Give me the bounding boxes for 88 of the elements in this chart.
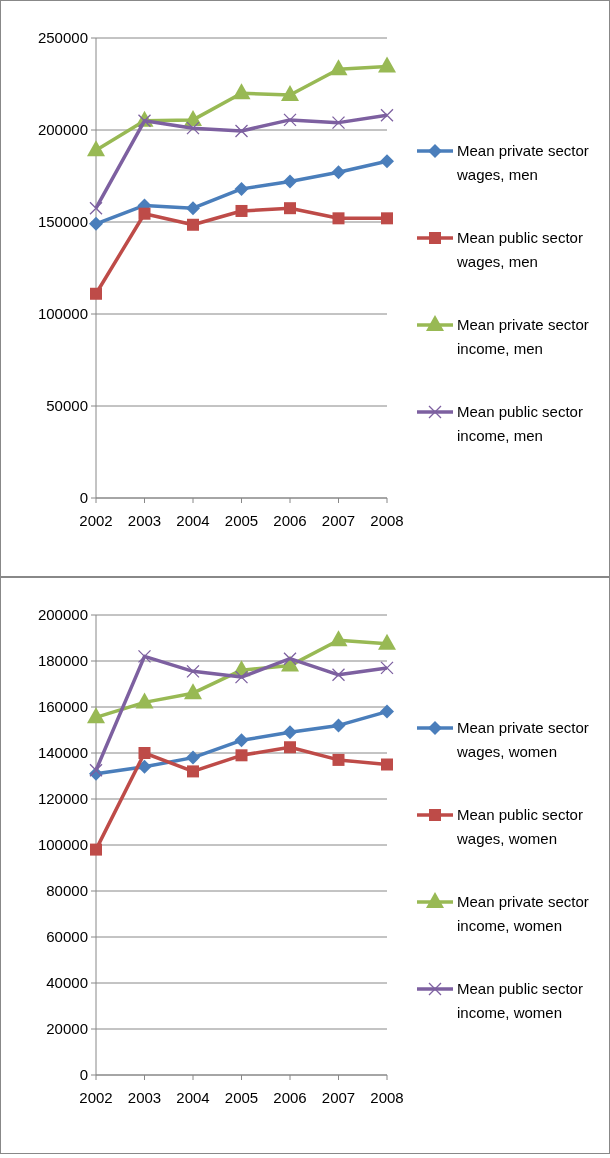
x-tick-label: 2005 — [224, 512, 259, 529]
x-tick-label: 2004 — [176, 512, 210, 529]
point — [284, 741, 296, 754]
y-tick-label: 50000 — [46, 397, 88, 415]
point — [186, 121, 200, 135]
point — [232, 83, 251, 100]
point — [380, 108, 394, 122]
point — [137, 649, 152, 664]
point — [235, 749, 248, 762]
point — [89, 763, 103, 777]
x-tick-label: 2003 — [127, 1089, 162, 1106]
point — [135, 692, 154, 709]
point — [187, 218, 199, 231]
point — [87, 140, 105, 157]
y-tick-label: 180000 — [37, 652, 88, 670]
y-tick-label: 20000 — [46, 1020, 88, 1038]
y-tick-label: 100000 — [37, 305, 88, 323]
point — [331, 165, 346, 180]
y-tick-label: 200000 — [37, 606, 88, 624]
point — [332, 212, 345, 225]
x-tick-label: 2005 — [224, 1089, 259, 1106]
point — [234, 181, 249, 196]
point — [283, 174, 297, 189]
point — [381, 212, 393, 225]
x-tick-label: 2003 — [127, 512, 162, 529]
point — [87, 707, 105, 724]
point — [329, 630, 348, 647]
y-tick-label: 40000 — [46, 974, 88, 992]
x-tick-label: 2008 — [370, 512, 404, 529]
point — [283, 652, 297, 666]
point — [381, 758, 393, 771]
point — [380, 661, 394, 675]
point — [284, 202, 296, 215]
point — [380, 704, 394, 719]
x-tick-label: 2006 — [273, 512, 307, 529]
legend-label: Mean private sector income, women — [457, 893, 589, 935]
legend-label: Mean public sector income, women — [457, 980, 583, 1022]
point — [281, 85, 299, 102]
legend-label: Mean public sector wages, men — [456, 229, 583, 271]
point — [234, 733, 249, 748]
legend-label: Mean private sector wages, women — [456, 719, 589, 761]
point — [235, 204, 248, 217]
x-tick-label: 2007 — [321, 512, 356, 529]
point — [283, 113, 297, 127]
x-tick-label: 2002 — [79, 1089, 113, 1106]
point — [90, 843, 102, 856]
x-tick-label: 2008 — [370, 1089, 404, 1106]
point — [331, 718, 346, 733]
point — [378, 56, 396, 73]
point — [283, 725, 297, 740]
legend-label: Mean public sector income, men — [457, 403, 583, 445]
point — [332, 753, 345, 766]
y-tick-label: 150000 — [37, 213, 88, 231]
point — [90, 287, 102, 300]
y-tick-label: 80000 — [46, 882, 88, 900]
legend-label: Mean private sector wages, men — [456, 142, 589, 184]
point — [234, 124, 249, 138]
legend-label: Mean private sector income, men — [457, 316, 589, 358]
point — [331, 115, 346, 130]
point — [329, 59, 348, 76]
x-tick-label: 2002 — [79, 512, 113, 529]
point — [331, 668, 346, 682]
point — [378, 633, 396, 650]
legend-label: Mean public sector wages, women — [456, 806, 583, 848]
point — [234, 670, 249, 684]
point — [137, 114, 152, 128]
point — [187, 765, 199, 778]
point — [380, 154, 394, 169]
x-tick-label: 2004 — [176, 1089, 210, 1106]
point — [89, 201, 103, 215]
point — [138, 207, 151, 220]
y-tick-label: 60000 — [46, 928, 88, 946]
y-tick-label: 0 — [79, 1066, 88, 1084]
point — [89, 216, 103, 231]
x-tick-label: 2006 — [273, 1089, 307, 1106]
point — [138, 747, 151, 759]
y-tick-label: 160000 — [37, 698, 88, 716]
point — [184, 683, 202, 700]
y-tick-label: 0 — [79, 489, 88, 507]
y-tick-label: 250000 — [37, 29, 88, 47]
y-tick-label: 140000 — [37, 744, 88, 762]
y-tick-label: 120000 — [37, 790, 88, 808]
x-tick-label: 2007 — [321, 1089, 356, 1106]
y-tick-label: 200000 — [37, 121, 88, 139]
point — [186, 664, 200, 678]
point — [186, 750, 200, 765]
y-tick-label: 100000 — [37, 836, 88, 854]
point — [186, 201, 200, 216]
